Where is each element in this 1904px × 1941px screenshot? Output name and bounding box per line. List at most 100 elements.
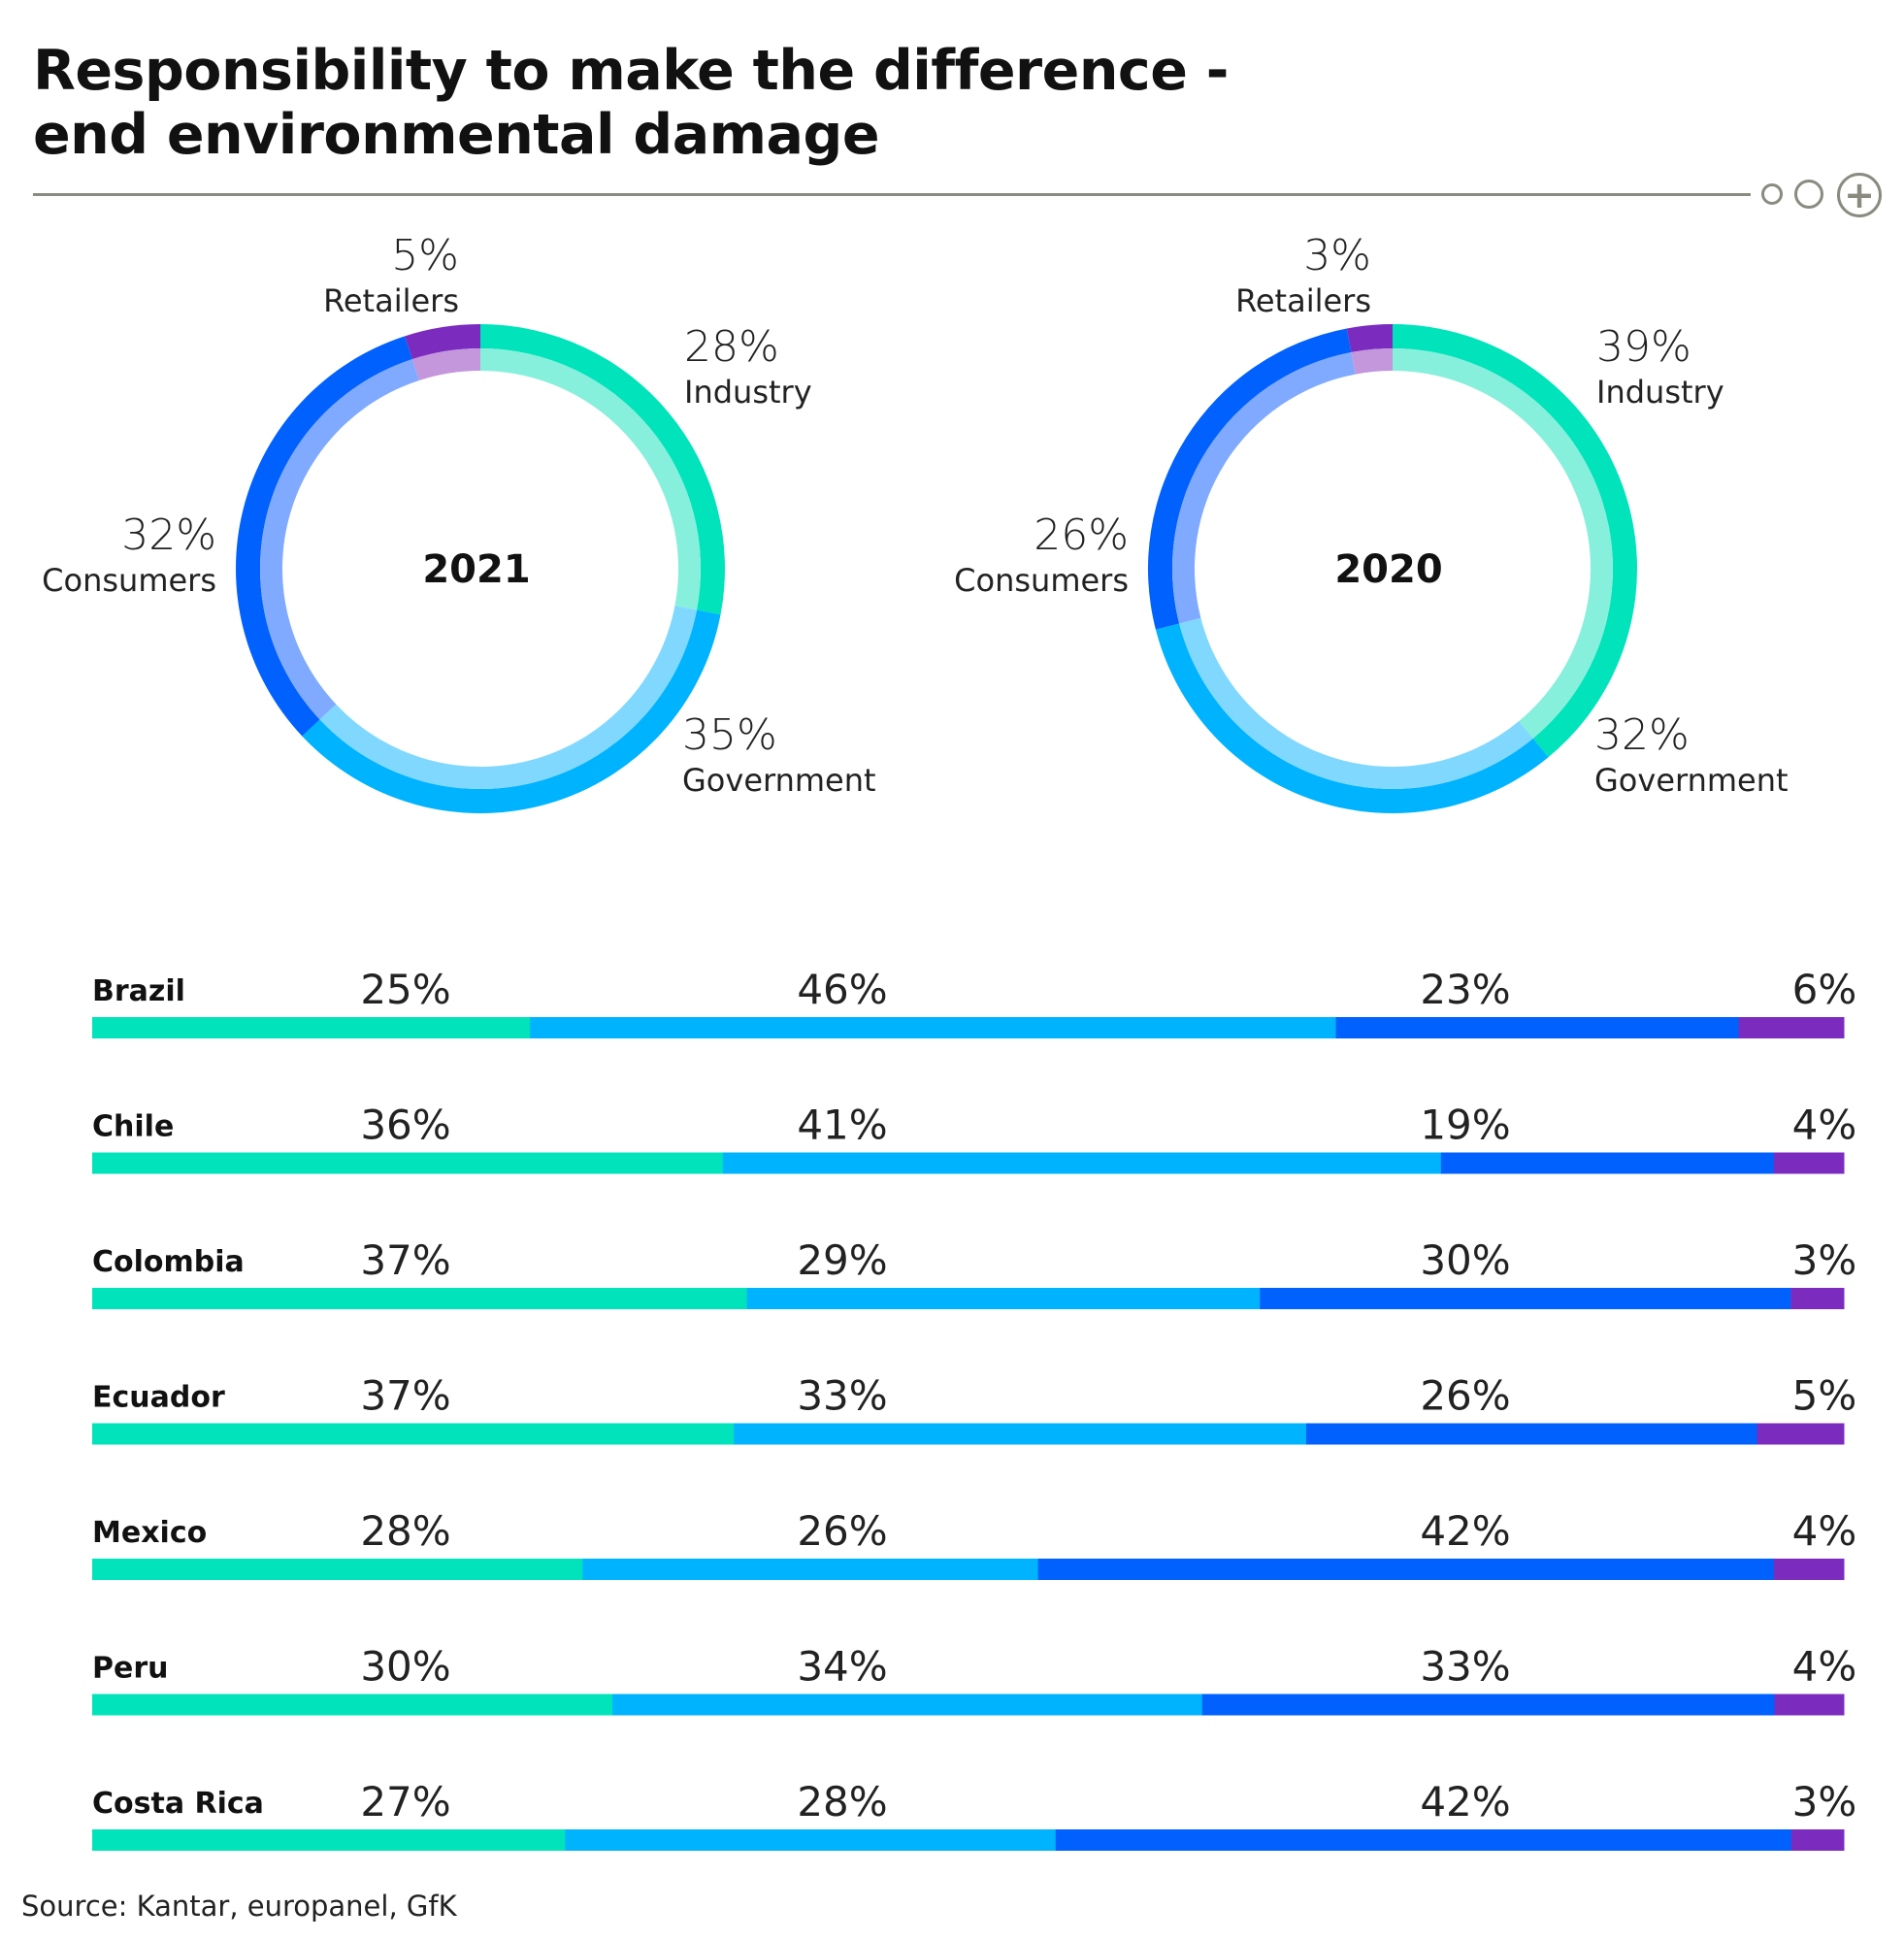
expand-plus-icon[interactable]: +	[1837, 173, 1882, 217]
donut-2020-slice-inner-industry	[1393, 348, 1613, 739]
bar-row-costa-rica: Costa Rica 27% 28% 42% 3%	[92, 1778, 1856, 1851]
bar-category-label: Brazil	[92, 974, 185, 1008]
bar-segment-consumers	[1440, 1152, 1775, 1174]
bar-segment-consumers	[1335, 1017, 1740, 1038]
bar-segment-industry	[92, 1694, 613, 1716]
bar-segment-industry	[92, 1423, 735, 1445]
chart-title: Responsibility to make the difference - …	[33, 39, 1392, 167]
bar-value-label-industry: 25%	[360, 966, 450, 1013]
donut-name-label-industry: Industry	[684, 374, 812, 411]
bar-segment-government	[746, 1288, 1261, 1309]
bar-segment-industry	[92, 1829, 566, 1851]
bar-value-label-consumers: 26%	[1420, 1372, 1510, 1420]
donut-pct-label-government: 32%	[1594, 710, 1690, 760]
bar-segment-retailers	[1774, 1694, 1845, 1716]
bar-category-label: Mexico	[92, 1516, 207, 1550]
bar-segment-retailers	[1773, 1559, 1845, 1580]
donut-2021-slice-inner-consumers	[260, 359, 419, 720]
donut-pct-label-retailers: 3%	[1303, 231, 1371, 280]
bar-segment-consumers	[1055, 1829, 1792, 1851]
stacked-bar-chart: Brazil 25% 46% 23% 6% Chile 36% 41% 19% 4% Colombi…	[92, 966, 1857, 1851]
bar-segment-government	[582, 1559, 1039, 1580]
donut-2020-slice-inner-government	[1179, 617, 1533, 789]
bar-segment-government	[734, 1423, 1307, 1445]
donut-2021-slice-retailers	[405, 324, 480, 360]
bar-value-label-retailers: 5%	[1792, 1372, 1857, 1420]
donut-name-label-consumers: Consumers	[42, 562, 216, 599]
bar-category-label: Costa Rica	[92, 1787, 264, 1821]
bar-value-label-consumers: 33%	[1420, 1643, 1510, 1691]
donut-2020-slice-industry	[1393, 324, 1638, 758]
bar-segment-consumers	[1260, 1288, 1791, 1309]
donut-pct-label-consumers: 32%	[121, 510, 216, 560]
bar-segment-government	[565, 1829, 1057, 1851]
donut-2020-slice-inner-retailers	[1351, 348, 1393, 375]
bar-value-label-government: 46%	[797, 966, 887, 1013]
donut-2021-slice-industry	[480, 324, 725, 615]
donut-2021-slice-inner-industry	[480, 348, 701, 610]
bar-value-label-government: 28%	[797, 1778, 887, 1826]
donut-name-label-retailers: Retailers	[1235, 282, 1371, 319]
bar-row-chile: Chile 36% 41% 19% 4%	[92, 1102, 1856, 1174]
donut-center-label: 2021	[422, 547, 530, 592]
bar-row-brazil: Brazil 25% 46% 23% 6%	[92, 966, 1856, 1038]
bar-segment-government	[530, 1017, 1337, 1038]
chart-title-line-2: end environmental damage	[33, 103, 879, 167]
bar-segment-government	[612, 1694, 1203, 1716]
bar-value-label-consumers: 42%	[1420, 1778, 1510, 1826]
donut-2020-slice-government	[1155, 623, 1549, 813]
bar-value-label-retailers: 4%	[1792, 1102, 1857, 1149]
bar-segment-consumers	[1037, 1559, 1775, 1580]
bar-value-label-retailers: 3%	[1792, 1778, 1857, 1826]
bar-category-label: Chile	[92, 1110, 174, 1144]
bar-segment-consumers	[1201, 1694, 1776, 1716]
donut-center-label: 2020	[1334, 547, 1442, 592]
bar-segment-industry	[92, 1288, 748, 1309]
donut-2020-slice-consumers	[1147, 328, 1352, 630]
bar-value-label-consumers: 30%	[1420, 1236, 1510, 1284]
bar-segment-retailers	[1773, 1152, 1845, 1174]
bar-value-label-retailers: 4%	[1792, 1643, 1857, 1691]
donut-2020: 2020 39%Industry 32%Government 26%Consumers…	[954, 231, 1789, 813]
donut-name-label-government: Government	[1594, 762, 1789, 799]
donut-pct-label-consumers: 26%	[1034, 510, 1129, 560]
bar-segment-industry	[92, 1017, 531, 1038]
bar-segment-retailers	[1790, 1829, 1845, 1851]
bar-segment-government	[722, 1152, 1442, 1174]
bar-segment-retailers	[1790, 1288, 1845, 1309]
bar-value-label-industry: 37%	[360, 1372, 450, 1420]
bar-category-label: Peru	[92, 1652, 169, 1686]
donut-pct-label-industry: 39%	[1596, 322, 1691, 372]
chart-title-line-1: Responsibility to make the difference -	[33, 39, 1229, 103]
bar-segment-industry	[92, 1559, 583, 1580]
bar-value-label-industry: 30%	[360, 1643, 450, 1691]
donut-2021: 2021 28%Industry 35%Government 32%Consumers…	[42, 231, 876, 814]
bar-value-label-government: 41%	[797, 1102, 887, 1149]
donut-pct-label-government: 35%	[682, 710, 777, 760]
donut-2021-slice-inner-retailers	[411, 348, 480, 380]
donut-name-label-consumers: Consumers	[954, 562, 1129, 599]
donut-name-label-government: Government	[682, 762, 876, 799]
pager-dot-icon[interactable]	[1794, 180, 1823, 209]
donut-pct-label-industry: 28%	[684, 322, 779, 372]
donut-name-label-retailers: Retailers	[323, 282, 459, 319]
bar-row-colombia: Colombia 37% 29% 30% 3%	[92, 1236, 1856, 1309]
donut-2020-slice-inner-consumers	[1172, 352, 1356, 624]
bar-segment-retailers	[1756, 1423, 1845, 1445]
bar-category-label: Ecuador	[92, 1381, 225, 1415]
bar-segment-retailers	[1738, 1017, 1845, 1038]
donut-2021-slice-inner-government	[319, 606, 697, 789]
bar-value-label-industry: 36%	[360, 1102, 450, 1149]
bar-value-label-retailers: 4%	[1792, 1507, 1857, 1555]
bar-segment-industry	[92, 1152, 724, 1174]
donut-name-label-industry: Industry	[1596, 374, 1724, 411]
pager-dot-small-icon[interactable]	[1761, 183, 1783, 205]
bar-row-peru: Peru 30% 34% 33% 4%	[92, 1643, 1856, 1716]
donut-2020-slice-retailers	[1346, 324, 1393, 353]
donut-2021-slice-consumers	[235, 336, 412, 737]
bar-value-label-government: 34%	[797, 1643, 887, 1691]
bar-value-label-government: 26%	[797, 1507, 887, 1555]
bar-value-label-consumers: 42%	[1420, 1507, 1510, 1555]
donut-charts: 202128%Industry35%Government32%Consumers…	[42, 231, 1789, 814]
bar-value-label-consumers: 23%	[1420, 966, 1510, 1013]
